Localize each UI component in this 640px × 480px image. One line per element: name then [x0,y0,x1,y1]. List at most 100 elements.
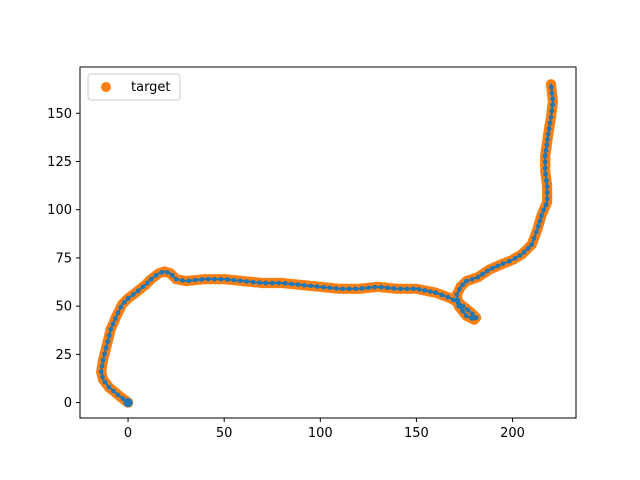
trajectory-point [153,272,159,278]
trajectory-point [543,171,549,177]
trajectory-point [205,276,211,282]
trajectory-point [416,286,422,292]
trajectory-point [500,261,506,267]
trajectory-point [544,142,550,148]
trajectory-point [433,290,439,296]
trajectory-point [159,269,165,275]
trajectory-point [269,280,275,286]
trajectory-point [212,276,217,282]
trajectory-point [333,286,339,291]
trajectory-point [148,276,154,282]
trajectory-point [359,286,365,291]
legend-label-target: target [131,80,171,95]
trajectory-point [98,369,104,375]
trajectory-point [130,292,136,297]
trajectory-point [480,271,485,277]
y-tick-label: 100 [47,203,72,218]
trajectory-point [180,278,185,283]
legend: target [87,73,181,101]
trajectory-point [549,90,555,96]
trajectory-point [250,279,256,285]
trajectory-point [549,108,555,114]
trajectory-point [542,165,548,171]
trajectory-point [460,308,465,314]
trajectory-point [410,286,416,292]
trajectory-point [445,294,451,300]
trajectory-point [460,282,465,288]
trajectory-point [544,184,550,189]
trajectory-point [263,280,269,286]
trajectory-point [103,345,109,351]
trajectory-point [289,281,294,287]
trajectory-point [534,229,539,235]
trajectory-point [308,283,314,289]
legend-box [87,73,181,101]
trajectory-point [517,253,523,258]
trajectory-point [547,120,553,126]
trajectory-point [541,207,547,213]
trajectory-point [115,392,121,398]
trajectory-point [120,396,126,402]
trajectory-point [456,287,462,292]
trajectory-point [121,299,127,305]
trajectory-point [346,286,352,292]
trajectory-point [531,235,537,241]
trajectory-point [545,137,550,142]
trajectory-point [385,285,390,291]
trajectory-point [135,288,141,294]
trajectory-point [231,277,237,283]
trajectory-point [199,277,205,282]
trajectory-point [102,379,108,385]
trajectory-point [340,286,346,292]
trajectory-point [546,126,552,132]
trajectory-point [404,286,410,292]
trajectory-point [455,297,461,303]
trajectory-point [469,311,475,317]
y-axis-ticks: 0 25 50 75 100 125 150 [47,107,80,411]
x-tick-label: 0 [124,426,132,441]
trajectory-point [398,286,403,292]
trajectory-point [372,284,378,290]
trajectory-point [173,276,179,282]
trajectory-point [244,278,250,284]
trajectory-point [112,316,118,321]
trajectory-point [102,351,108,357]
trajectory-point [539,213,544,218]
trajectory-point [140,284,146,290]
trajectory-point [473,315,479,321]
trajectory-point [484,268,490,274]
trajectory-point [469,276,475,282]
trajectory-point [365,285,371,291]
trajectory-point [464,313,469,319]
trajectory-point [224,277,230,282]
y-tick-label: 125 [47,155,72,170]
trajectory-point [542,159,548,165]
trajectory-point [451,297,456,303]
legend-marker-target [101,82,111,92]
trajectory-point [427,289,433,294]
trajectory-point [186,278,192,284]
trajectory-point [282,280,288,286]
trajectory-point [543,178,549,183]
trajectory-point [512,256,518,261]
trajectory-point [192,277,198,283]
trajectory-point [537,218,543,224]
trajectory-point [105,339,111,345]
y-tick-label: 50 [55,300,72,315]
x-tick-label: 200 [500,426,525,441]
trajectory-point [506,258,512,264]
trajectory-point [543,147,549,153]
start-point [123,398,133,408]
trajectory-point [218,276,224,282]
trajectory-point [353,286,358,292]
trajectory-point [544,196,550,202]
trajectory-point [475,274,481,280]
trajectory-point [495,263,500,269]
trajectory-point [237,278,243,284]
trajectory-point [115,310,121,316]
trajectory-point [529,242,535,247]
trajectory-point [550,96,556,102]
trajectory-point [456,303,462,309]
x-tick-label: 50 [216,426,233,441]
